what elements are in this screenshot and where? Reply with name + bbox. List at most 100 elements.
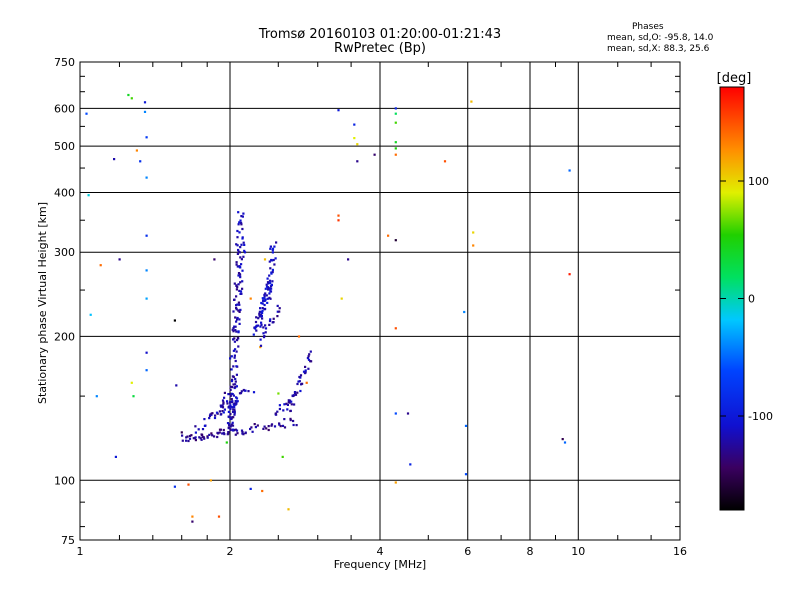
data-point [235, 350, 238, 353]
data-point [270, 271, 273, 274]
data-point [186, 435, 189, 438]
data-point [221, 406, 225, 409]
data-point [258, 314, 261, 317]
data-point [260, 313, 263, 316]
data-point [233, 413, 236, 416]
data-point [208, 414, 212, 417]
data-point [301, 382, 304, 385]
colorbar-label: [deg] [717, 71, 752, 86]
data-point [239, 246, 242, 249]
data-point [265, 427, 268, 430]
x-tick-label: 8 [527, 545, 534, 558]
data-point [308, 353, 311, 356]
data-point [296, 391, 299, 394]
data-point [214, 414, 217, 417]
data-point [236, 244, 239, 247]
data-point [232, 394, 235, 397]
data-point [269, 297, 272, 300]
data-point [235, 263, 238, 266]
data-point [268, 274, 271, 277]
data-point [264, 324, 267, 327]
data-point [200, 433, 203, 436]
data-point [234, 400, 237, 403]
data-point [243, 243, 246, 246]
data-point [118, 258, 121, 261]
data-point [264, 287, 267, 290]
data-point [113, 158, 116, 161]
x-tick-label: 1 [77, 545, 84, 558]
data-point [239, 281, 242, 284]
data-point [145, 234, 148, 237]
data-point [233, 298, 236, 301]
data-point [258, 312, 261, 315]
data-point [568, 273, 571, 276]
data-point [253, 423, 256, 426]
data-point [235, 295, 238, 298]
data-point [223, 391, 226, 394]
data-point [208, 433, 211, 436]
data-point [237, 345, 240, 348]
data-point [252, 333, 255, 336]
data-point [262, 326, 265, 329]
data-point [264, 331, 267, 334]
data-point [232, 408, 235, 411]
data-point [269, 290, 273, 293]
data-point [232, 428, 235, 431]
data-point [192, 437, 195, 440]
data-point [235, 284, 238, 287]
data-point [472, 244, 475, 247]
data-point [304, 369, 307, 372]
data-point [239, 219, 242, 222]
data-point [309, 350, 312, 353]
data-point [188, 434, 192, 438]
data-point [464, 473, 468, 476]
data-point [307, 358, 311, 361]
data-point [286, 403, 289, 406]
data-point [237, 250, 240, 253]
data-point [233, 354, 236, 357]
y-tick-label: 200 [54, 330, 75, 343]
data-point [233, 337, 236, 340]
data-point [247, 390, 250, 393]
data-point [267, 428, 270, 432]
data-point [261, 311, 264, 314]
data-point [299, 389, 302, 393]
data-point [263, 299, 267, 302]
data-point [238, 392, 242, 395]
data-point [254, 320, 258, 324]
data-point [238, 231, 241, 234]
data-point [234, 325, 237, 328]
data-point [229, 404, 232, 407]
data-point [238, 266, 241, 269]
data-point [243, 251, 247, 254]
data-point [297, 380, 300, 383]
data-point [240, 221, 243, 224]
data-point [394, 481, 397, 484]
data-point [394, 112, 397, 115]
data-point [268, 288, 271, 291]
data-point [274, 412, 277, 415]
data-point [298, 380, 301, 383]
data-point [213, 435, 216, 438]
data-point [249, 297, 252, 300]
data-point [259, 344, 263, 347]
data-point [240, 223, 243, 226]
chart-subtitle: RwPretec (Bp) [333, 41, 427, 56]
data-point [222, 401, 225, 404]
data-point [292, 419, 295, 423]
data-point [145, 351, 148, 354]
data-point [267, 288, 270, 291]
data-point [185, 439, 188, 442]
data-point [236, 432, 239, 435]
data-point [287, 401, 290, 404]
data-point [273, 245, 276, 248]
data-point [293, 403, 296, 406]
data-point [229, 407, 232, 410]
data-point [259, 346, 262, 349]
data-point [175, 384, 178, 387]
data-point [89, 313, 92, 316]
data-point [463, 310, 466, 314]
data-point [353, 137, 356, 140]
data-point [211, 434, 214, 437]
data-point [249, 487, 252, 490]
